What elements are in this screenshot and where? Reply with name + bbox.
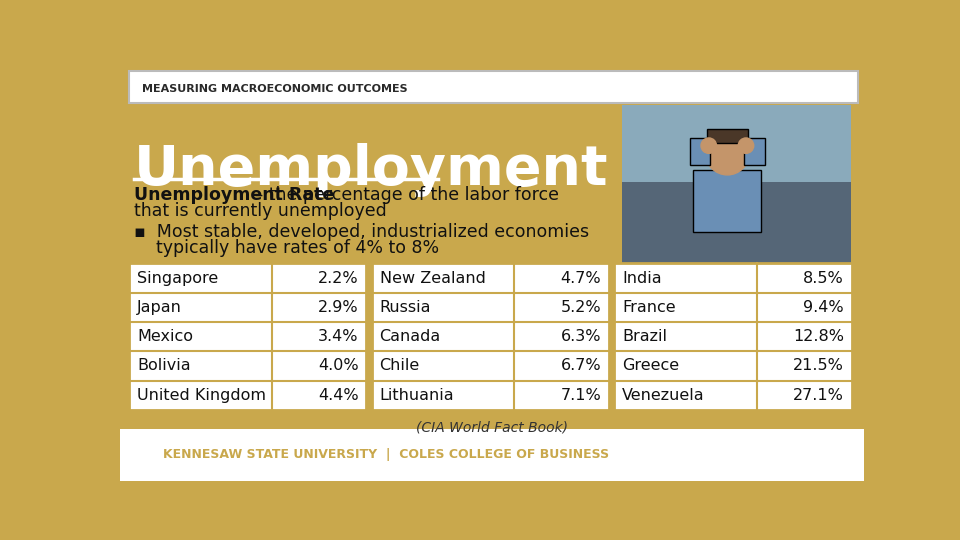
- Text: 6.3%: 6.3%: [561, 329, 601, 344]
- Text: France: France: [622, 300, 676, 315]
- Text: 9.4%: 9.4%: [804, 300, 844, 315]
- Text: Canada: Canada: [379, 329, 441, 344]
- FancyBboxPatch shape: [744, 138, 764, 165]
- Text: 8.5%: 8.5%: [804, 271, 844, 286]
- Text: 12.8%: 12.8%: [793, 329, 844, 344]
- Text: India: India: [622, 271, 661, 286]
- Text: Brazil: Brazil: [622, 329, 667, 344]
- Text: Japan: Japan: [137, 300, 182, 315]
- Text: 27.1%: 27.1%: [793, 388, 844, 403]
- Text: Greece: Greece: [622, 359, 680, 373]
- Text: Mexico: Mexico: [137, 329, 193, 344]
- FancyBboxPatch shape: [690, 138, 710, 165]
- Text: ▪  Most stable, developed, industrialized economies: ▪ Most stable, developed, industrialized…: [134, 224, 589, 241]
- Text: Bolivia: Bolivia: [137, 359, 191, 373]
- Text: 2.9%: 2.9%: [318, 300, 359, 315]
- Text: Venezuela: Venezuela: [622, 388, 705, 403]
- Text: typically have rates of 4% to 8%: typically have rates of 4% to 8%: [134, 239, 439, 257]
- Text: Unemployment: Unemployment: [134, 143, 609, 197]
- Text: 6.7%: 6.7%: [561, 359, 601, 373]
- Text: KENNESAW STATE UNIVERSITY  |  COLES COLLEGE OF BUSINESS: KENNESAW STATE UNIVERSITY | COLES COLLEG…: [162, 448, 609, 461]
- Text: 2.2%: 2.2%: [318, 271, 359, 286]
- Text: 7.1%: 7.1%: [561, 388, 601, 403]
- FancyBboxPatch shape: [130, 71, 858, 103]
- Circle shape: [738, 138, 754, 153]
- Text: – the percentage of the labor force: – the percentage of the labor force: [250, 186, 560, 205]
- Text: Russia: Russia: [379, 300, 431, 315]
- Circle shape: [701, 138, 716, 153]
- FancyBboxPatch shape: [622, 183, 851, 267]
- Text: United Kingdom: United Kingdom: [137, 388, 266, 403]
- Text: Chile: Chile: [379, 359, 420, 373]
- Text: 3.4%: 3.4%: [318, 329, 359, 344]
- Circle shape: [706, 132, 749, 175]
- Text: 21.5%: 21.5%: [793, 359, 844, 373]
- FancyBboxPatch shape: [614, 264, 852, 410]
- Text: New Zealand: New Zealand: [379, 271, 486, 286]
- Text: 4.4%: 4.4%: [318, 388, 359, 403]
- FancyBboxPatch shape: [120, 429, 864, 481]
- FancyBboxPatch shape: [372, 264, 609, 410]
- Text: 4.0%: 4.0%: [318, 359, 359, 373]
- Text: Singapore: Singapore: [137, 271, 218, 286]
- FancyBboxPatch shape: [708, 129, 748, 143]
- Text: that is currently unemployed: that is currently unemployed: [134, 202, 387, 220]
- Text: Lithuania: Lithuania: [379, 388, 454, 403]
- Text: (CIA World Fact Book): (CIA World Fact Book): [416, 421, 568, 435]
- Text: 4.7%: 4.7%: [561, 271, 601, 286]
- Text: Unemployment Rate: Unemployment Rate: [134, 186, 334, 205]
- Text: MEASURING MACROECONOMIC OUTCOMES: MEASURING MACROECONOMIC OUTCOMES: [142, 84, 407, 93]
- FancyBboxPatch shape: [622, 105, 851, 183]
- FancyBboxPatch shape: [693, 170, 761, 232]
- FancyBboxPatch shape: [130, 264, 367, 410]
- Text: 5.2%: 5.2%: [561, 300, 601, 315]
